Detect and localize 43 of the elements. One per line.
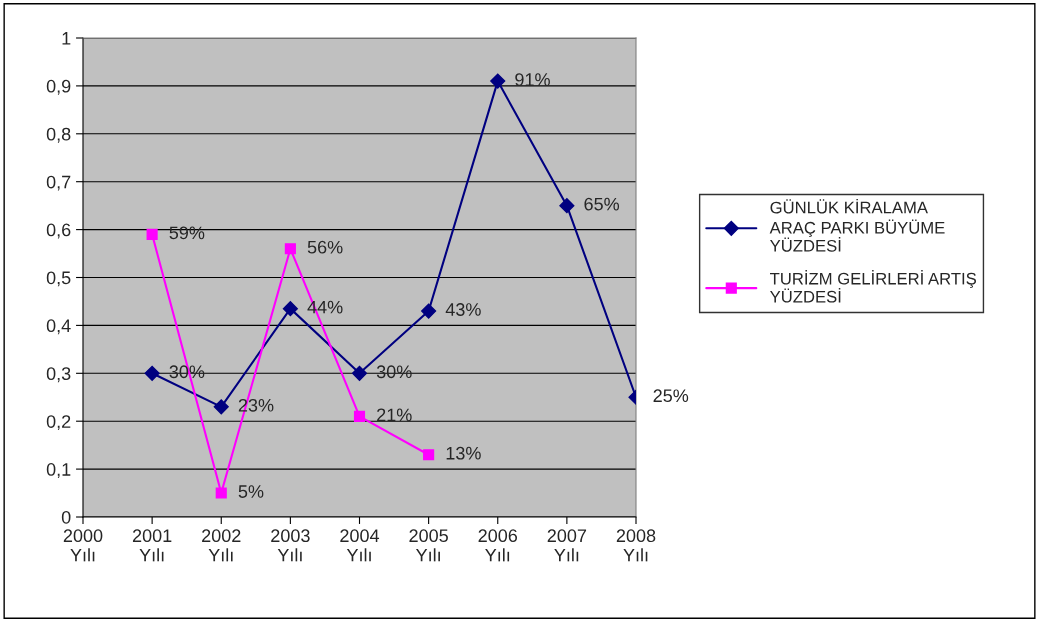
x-tick-label: 2000 Yılı bbox=[63, 529, 103, 562]
y-tick-label: 0,3 bbox=[46, 367, 71, 383]
point bbox=[351, 365, 368, 381]
x-tick-label: 2006 Yılı bbox=[478, 529, 518, 562]
point bbox=[284, 243, 296, 255]
point bbox=[559, 198, 575, 214]
x-tick-label: 2005 Yılı bbox=[409, 529, 448, 562]
legend-label: TURİZM GELİRLERİ ARTIŞ YÜZDESİ bbox=[770, 269, 977, 303]
y-tick-label: 0,9 bbox=[46, 79, 71, 95]
y-tick-label: 0,8 bbox=[46, 127, 71, 143]
point bbox=[353, 410, 366, 422]
y-tick-label: 0,5 bbox=[46, 271, 71, 287]
y-tick-label: 0,6 bbox=[46, 223, 71, 239]
data-label: 56% bbox=[307, 240, 343, 254]
point bbox=[282, 301, 298, 317]
y-tick-label: 1 bbox=[62, 32, 71, 45]
data-label: 5% bbox=[238, 485, 264, 498]
x-tick-label: 2007 Yılı bbox=[547, 529, 587, 562]
data-label: 43% bbox=[445, 303, 481, 316]
point bbox=[213, 399, 229, 415]
point bbox=[421, 303, 437, 319]
point bbox=[215, 487, 227, 499]
x-tick-label: 2001 Yılı bbox=[132, 529, 172, 562]
point bbox=[490, 73, 506, 89]
y-tick-label: 0,1 bbox=[46, 463, 71, 478]
legend-label: GÜNLÜK KİRALAMA ARAÇ PARKI BÜYÜME YÜZDESİ bbox=[769, 198, 945, 252]
y-tick-label: 0,4 bbox=[46, 319, 71, 335]
x-tick-label: 2003 Yılı bbox=[271, 529, 310, 562]
y-tick-label: 0 bbox=[61, 510, 71, 524]
data-label: 13% bbox=[446, 446, 481, 460]
point bbox=[423, 449, 435, 461]
data-label: 21% bbox=[377, 408, 412, 422]
x-tick-label: 2004 Yılı bbox=[340, 529, 380, 562]
point bbox=[146, 228, 158, 240]
data-label: 25% bbox=[653, 389, 689, 403]
data-label: 65% bbox=[584, 197, 620, 211]
x-tick-label: 2008 Yılı bbox=[616, 529, 656, 562]
x-tick-label: 2002 Yılı bbox=[202, 529, 241, 562]
y-tick-label: 0,2 bbox=[46, 415, 71, 431]
data-label: 91% bbox=[515, 73, 550, 86]
y-tick-label: 0,7 bbox=[46, 175, 71, 191]
point bbox=[144, 365, 160, 381]
data-label: 59% bbox=[169, 226, 205, 240]
